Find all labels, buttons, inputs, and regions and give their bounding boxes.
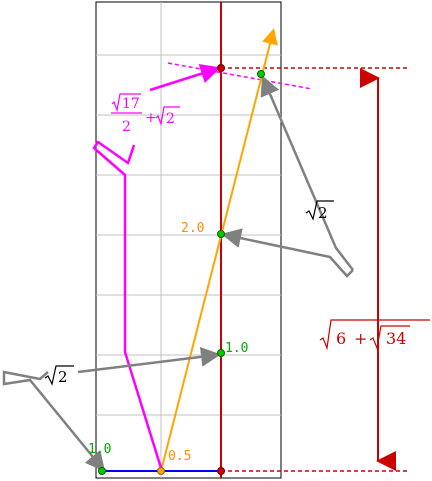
gray-arrow-right-upper bbox=[260, 75, 354, 271]
label-bottom-mid: 0.5 bbox=[168, 449, 191, 464]
orange-line bbox=[160, 28, 278, 472]
label-mid-2: 2.0 bbox=[181, 221, 204, 236]
red-length-label: 6 + 34 bbox=[319, 319, 430, 351]
label-mid-1: 1.0 bbox=[225, 341, 248, 356]
point-bottom-red[interactable] bbox=[217, 467, 225, 475]
magenta-fraction-label: 17 2 + 2 bbox=[111, 93, 180, 135]
gray-arrow-left bbox=[2, 370, 49, 381]
magenta-arrow bbox=[149, 64, 221, 92]
point-bottom-mid[interactable] bbox=[157, 467, 165, 475]
right-sqrt2-label: 2 bbox=[305, 200, 334, 222]
left-sqrt2-label: 2 bbox=[44, 365, 74, 386]
gray-arrow-left-tail bbox=[2, 378, 106, 472]
magenta-tangent-dashed bbox=[167, 62, 313, 90]
point-top-green[interactable] bbox=[257, 70, 265, 78]
svg-text:34: 34 bbox=[386, 329, 406, 348]
svg-text:17: 17 bbox=[122, 96, 140, 112]
svg-text:6: 6 bbox=[336, 329, 346, 348]
gray-arrow-right bbox=[221, 228, 354, 278]
svg-text:2: 2 bbox=[166, 111, 175, 127]
gray-arrow-left-shaft bbox=[77, 346, 221, 374]
point-mid-2[interactable] bbox=[217, 230, 225, 238]
svg-text:2: 2 bbox=[318, 204, 328, 222]
svg-text:+: + bbox=[354, 329, 367, 348]
svg-text:+: + bbox=[145, 110, 157, 126]
point-mid-1[interactable] bbox=[217, 349, 225, 357]
point-bottom-left[interactable] bbox=[98, 467, 106, 475]
magenta-path bbox=[92, 140, 163, 469]
point-top-red[interactable] bbox=[217, 64, 225, 72]
svg-text:2: 2 bbox=[58, 368, 68, 386]
svg-text:2: 2 bbox=[122, 119, 131, 135]
label-bottom-left: 1.0 bbox=[88, 442, 111, 457]
graph-frame bbox=[95, 1, 282, 479]
